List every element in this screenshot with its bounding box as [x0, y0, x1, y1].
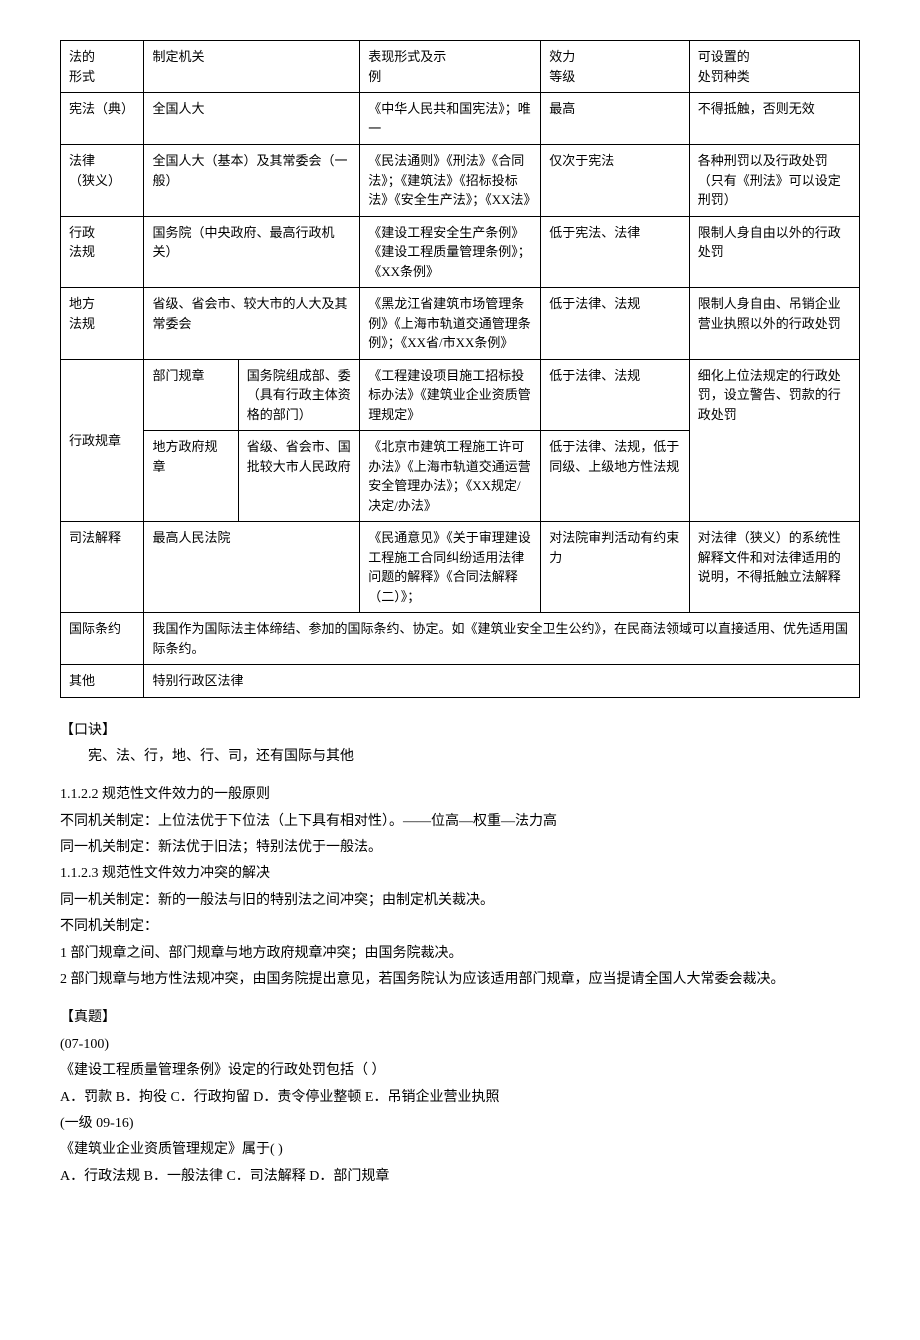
questions-title: 【真题】 [60, 1005, 860, 1031]
header-level: 效力 等级 [541, 41, 690, 93]
cell-organ: 全国人大（基本）及其常委会（一般） [144, 145, 360, 217]
section-heading: 1.1.2.2 规范性文件效力的一般原则 [60, 782, 860, 808]
header-penalty: 可设置的 处罚种类 [689, 41, 859, 93]
cell-level: 低于法律、法规 [541, 288, 690, 360]
cell-level: 低于宪法、法律 [541, 216, 690, 288]
section-line: 2 部门规章与地方性法规冲突，由国务院提出意见，若国务院认为应该适用部门规章，应… [60, 967, 860, 993]
question-text: 《建设工程质量管理条例》设定的行政处罚包括（ ） [60, 1058, 860, 1084]
table-row: 行政规章 部门规章 国务院组成部、委（具有行政主体资格的部门） 《工程建设项目施… [61, 359, 860, 431]
cell-example: 《民通意见》《关于审理建设工程施工合同纠纷适用法律问题的解释》《合同法解释（二）… [360, 522, 541, 613]
cell-form: 国际条约 [61, 613, 144, 665]
cell-suborgan: 国务院组成部、委（具有行政主体资格的部门） [238, 359, 359, 431]
cell-merged: 特别行政区法律 [144, 665, 860, 698]
table-header-row: 法的 形式 制定机关 表现形式及示 例 效力 等级 可设置的 处罚种类 [61, 41, 860, 93]
cell-level: 最高 [541, 93, 690, 145]
cell-form: 其他 [61, 665, 144, 698]
cell-form: 地方 法规 [61, 288, 144, 360]
cell-example: 《工程建设项目施工招标投标办法》《建筑业企业资质管理规定》 [360, 359, 541, 431]
cell-example: 《北京市建筑工程施工许可办法》《上海市轨道交通运营安全管理办法》；《XX规定/决… [360, 431, 541, 522]
cell-form: 行政 法规 [61, 216, 144, 288]
table-row: 国际条约 我国作为国际法主体缔结、参加的国际条约、协定。如《建筑业安全卫生公约》… [61, 613, 860, 665]
header-form: 法的 形式 [61, 41, 144, 93]
cell-organ: 最高人民法院 [144, 522, 360, 613]
section-line: 不同机关制定： [60, 914, 860, 940]
cell-suborgan: 省级、省会市、国批较大市人民政府 [238, 431, 359, 522]
cell-level: 低于法律、法规 [541, 359, 690, 431]
cell-example: 《黑龙江省建筑市场管理条例》《上海市轨道交通管理条例》；《XX省/市XX条例》 [360, 288, 541, 360]
cell-level: 低于法律、法规，低于同级、上级地方性法规 [541, 431, 690, 522]
law-forms-table: 法的 形式 制定机关 表现形式及示 例 效力 等级 可设置的 处罚种类 宪法（典… [60, 40, 860, 698]
cell-organ: 全国人大 [144, 93, 360, 145]
table-row: 宪法（典） 全国人大 《中华人民共和国宪法》；唯一 最高 不得抵触，否则无效 [61, 93, 860, 145]
cell-penalty: 限制人身自由以外的行政处罚 [689, 216, 859, 288]
cell-example: 《民法通则》《刑法》《合同法》；《建筑法》《招标投标法》《安全生产法》；《XX法… [360, 145, 541, 217]
table-row: 法律 （狭义） 全国人大（基本）及其常委会（一般） 《民法通则》《刑法》《合同法… [61, 145, 860, 217]
cell-penalty: 不得抵触，否则无效 [689, 93, 859, 145]
cell-subname: 地方政府规章 [144, 431, 238, 522]
cell-example: 《建设工程安全生产条例》《建设工程质量管理条例》；《XX条例》 [360, 216, 541, 288]
table-row: 司法解释 最高人民法院 《民通意见》《关于审理建设工程施工合同纠纷适用法律问题的… [61, 522, 860, 613]
cell-level: 对法院审判活动有约束力 [541, 522, 690, 613]
cell-penalty: 细化上位法规定的行政处罚，设立警告、罚款的行政处罚 [689, 359, 859, 522]
cell-penalty: 对法律（狭义）的系统性解释文件和对法律适用的说明，不得抵触立法解释 [689, 522, 859, 613]
section-line: 1 部门规章之间、部门规章与地方政府规章冲突；由国务院裁决。 [60, 941, 860, 967]
cell-penalty: 限制人身自由、吊销企业营业执照以外的行政处罚 [689, 288, 859, 360]
question-options: A．罚款 B．拘役 C．行政拘留 D．责令停业整顿 E．吊销企业营业执照 [60, 1085, 860, 1111]
mnemonic-title: 【口诀】 [60, 718, 860, 744]
cell-penalty: 各种刑罚以及行政处罚（只有《刑法》可以设定刑罚） [689, 145, 859, 217]
table-row: 其他 特别行政区法律 [61, 665, 860, 698]
header-example: 表现形式及示 例 [360, 41, 541, 93]
cell-example: 《中华人民共和国宪法》；唯一 [360, 93, 541, 145]
table-row: 行政 法规 国务院（中央政府、最高行政机关） 《建设工程安全生产条例》《建设工程… [61, 216, 860, 288]
mnemonic-content: 宪、法、行，地、行、司，还有国际与其他 [60, 744, 860, 770]
question-text: 《建筑业企业资质管理规定》属于( ) [60, 1137, 860, 1163]
cell-form: 司法解释 [61, 522, 144, 613]
cell-organ: 省级、省会市、较大市的人大及其常委会 [144, 288, 360, 360]
section-heading: 1.1.2.3 规范性文件效力冲突的解决 [60, 861, 860, 887]
question-ref: (07-100) [60, 1032, 860, 1058]
cell-form: 法律 （狭义） [61, 145, 144, 217]
cell-merged: 我国作为国际法主体缔结、参加的国际条约、协定。如《建筑业安全卫生公约》，在民商法… [144, 613, 860, 665]
section-line: 不同机关制定：上位法优于下位法（上下具有相对性）。——位高—权重—法力高 [60, 809, 860, 835]
cell-form: 宪法（典） [61, 93, 144, 145]
header-organ: 制定机关 [144, 41, 360, 93]
cell-level: 仅次于宪法 [541, 145, 690, 217]
cell-form-merged: 行政规章 [61, 359, 144, 522]
cell-subname: 部门规章 [144, 359, 238, 431]
table-row: 地方 法规 省级、省会市、较大市的人大及其常委会 《黑龙江省建筑市场管理条例》《… [61, 288, 860, 360]
question-ref: (一级 09-16) [60, 1111, 860, 1137]
question-options: A．行政法规 B．一般法律 C．司法解释 D．部门规章 [60, 1164, 860, 1190]
section-line: 同一机关制定：新的一般法与旧的特别法之间冲突；由制定机关裁决。 [60, 888, 860, 914]
section-line: 同一机关制定：新法优于旧法；特别法优于一般法。 [60, 835, 860, 861]
cell-organ: 国务院（中央政府、最高行政机关） [144, 216, 360, 288]
